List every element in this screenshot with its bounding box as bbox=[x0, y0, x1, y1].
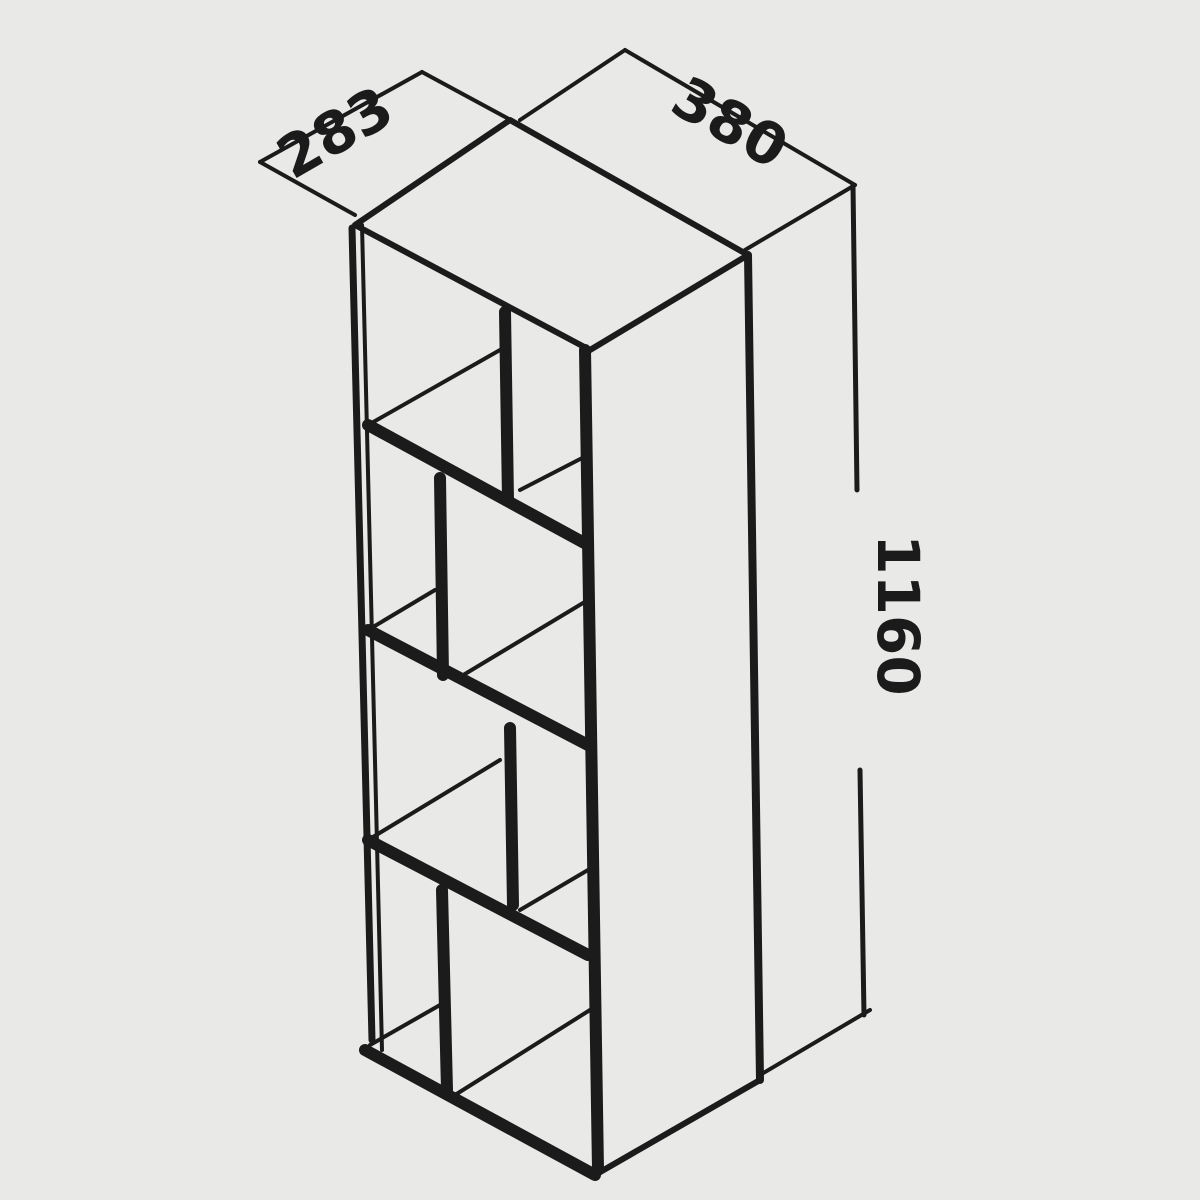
shelf-3-front-edge bbox=[368, 840, 588, 955]
width-extension-line-right bbox=[745, 185, 855, 250]
shelf-1-right-back-edge bbox=[520, 455, 588, 490]
shelves bbox=[368, 350, 590, 1095]
right-side-bottom-edge bbox=[595, 1080, 760, 1175]
divider-upper-middle bbox=[440, 478, 443, 675]
shelf-1-front-edge bbox=[368, 425, 588, 545]
divider-lower-middle bbox=[510, 728, 513, 905]
front-right-post bbox=[585, 350, 598, 1170]
bottom-front-edge bbox=[365, 1050, 595, 1175]
shelf-1-back-edge bbox=[368, 350, 500, 425]
shelf-2-front-edge bbox=[368, 630, 588, 745]
shelf-2-right-back-edge bbox=[455, 600, 588, 680]
depth-extension-line-right bbox=[422, 72, 520, 125]
right-side-panel bbox=[595, 255, 760, 1175]
top-panel-outline bbox=[355, 120, 748, 350]
height-dimension-line-upper bbox=[853, 185, 857, 490]
top-panel bbox=[355, 120, 748, 350]
height-dimension-line-lower bbox=[860, 770, 864, 1015]
depth-dimension: 283 bbox=[260, 72, 520, 215]
shelf-3-right-back-edge bbox=[520, 870, 588, 910]
divider-bottom bbox=[442, 890, 447, 1090]
divider-top bbox=[505, 312, 508, 500]
shelf-2-back-edge bbox=[368, 590, 435, 630]
width-extension-line-left bbox=[520, 50, 625, 120]
bottom-shelf-right-back-edge bbox=[455, 1010, 590, 1095]
right-side-back-edge bbox=[748, 255, 760, 1080]
height-extension-line-bottom bbox=[760, 1010, 870, 1075]
shelf-3-back-edge bbox=[368, 760, 500, 840]
height-dimension: 1160 bbox=[760, 185, 932, 1075]
height-dimension-label: 1160 bbox=[864, 534, 932, 695]
